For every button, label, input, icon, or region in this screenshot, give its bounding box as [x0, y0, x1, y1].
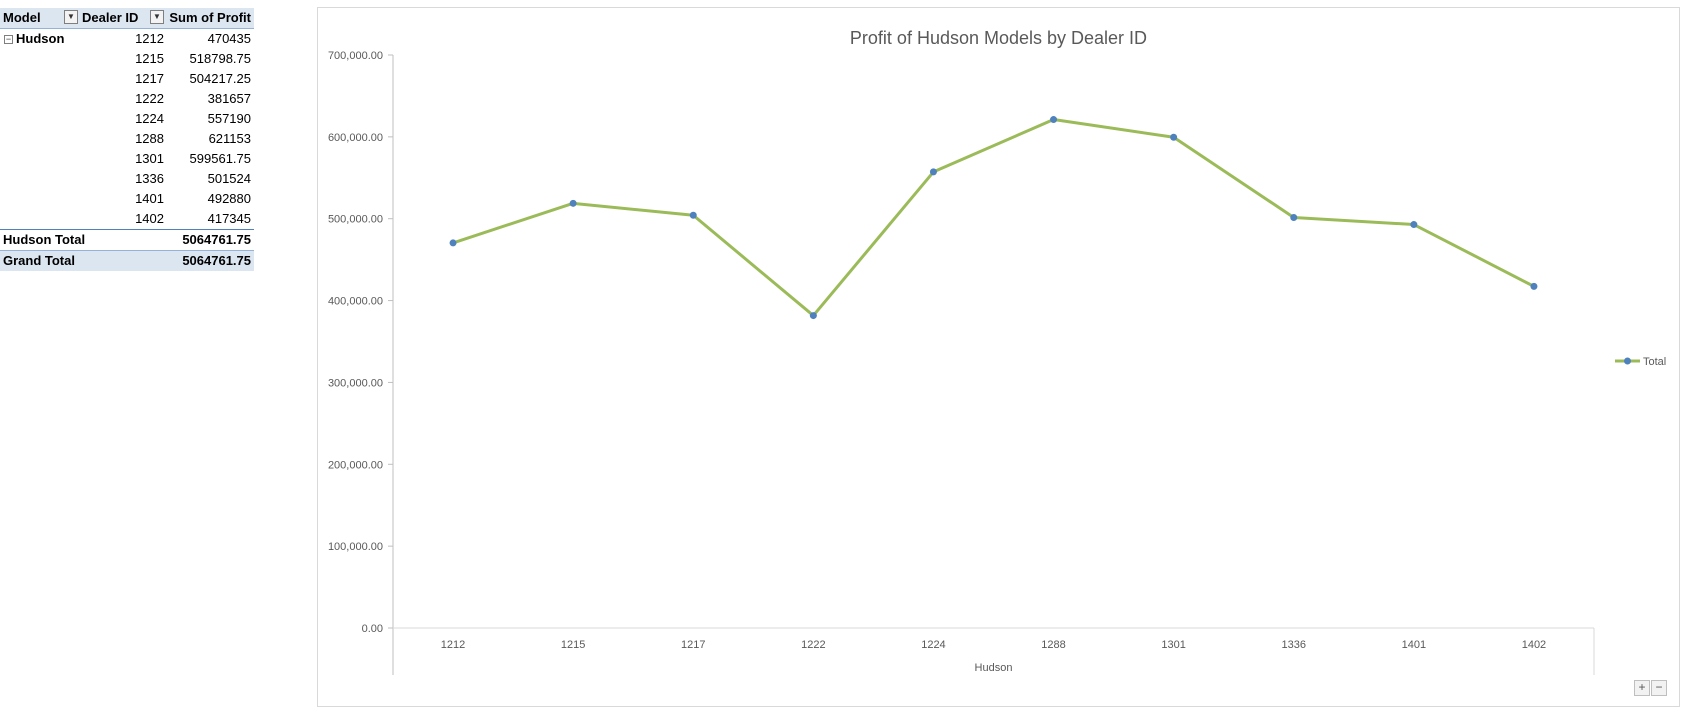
pivot-subtotal-row: Hudson Total 5064761.75: [0, 229, 254, 250]
x-tick-label: 1212: [441, 639, 465, 651]
pivot-table: Model ▼ Dealer ID ▼ Sum of Profit − Hudso…: [0, 8, 254, 271]
header-sum-of-profit: Sum of Profit: [169, 10, 251, 25]
pivot-data-row: 1301 599561.75: [0, 149, 254, 169]
y-tick-label: 300,000.00: [328, 377, 383, 389]
dealer-id-cell: 1224: [135, 111, 164, 126]
line-chart: 0.00 100,000.00 200,000.00 300,000.00 400,00…: [328, 50, 1666, 675]
subtotal-value: 5064761.75: [182, 232, 251, 247]
x-tick-label: 1336: [1282, 639, 1306, 651]
dealer-id-cell: 1288: [135, 131, 164, 146]
legend-label: Total: [1643, 356, 1666, 368]
profit-cell: 501524: [207, 171, 251, 186]
model-group-label: Hudson: [16, 31, 65, 46]
data-point: [929, 168, 937, 176]
data-point: [569, 199, 577, 207]
profit-cell: 599561.75: [189, 151, 251, 166]
pivot-data-row: − Hudson 1212 470435: [0, 29, 254, 49]
pivot-header-row: Model ▼ Dealer ID ▼ Sum of Profit: [0, 8, 254, 29]
x-tick-label: 1224: [921, 639, 945, 651]
dealer-id-cell: 1215: [135, 51, 164, 66]
dealer-id-cell: 1336: [135, 171, 164, 186]
profit-cell: 381657: [207, 91, 251, 106]
grand-total-value: 5064761.75: [182, 253, 251, 268]
series-line-total: [452, 118, 1535, 318]
y-tick-label: 700,000.00: [328, 50, 383, 62]
pivot-data-row: 1336 501524: [0, 169, 254, 189]
minus-box-icon[interactable]: −: [4, 34, 13, 44]
chart-title: Profit of Hudson Models by Dealer ID: [849, 28, 1148, 48]
zoom-in-button[interactable]: +: [1634, 680, 1650, 696]
y-tick-label: 500,000.00: [328, 214, 383, 226]
data-point: [1170, 133, 1178, 141]
pivot-data-row: 1401 492880: [0, 189, 254, 209]
profit-cell: 621153: [208, 131, 251, 146]
y-tick-label: 100,000.00: [328, 541, 383, 553]
data-point: [809, 312, 817, 320]
x-tick-label: 1222: [801, 639, 825, 651]
legend-marker-swatch: [1624, 357, 1631, 365]
data-point: [689, 211, 697, 219]
pivot-data-row: 1402 417345: [0, 209, 254, 229]
dealer-id-cell: 1402: [135, 211, 164, 226]
x-tick-label: 1215: [561, 639, 585, 651]
profit-cell: 417345: [207, 211, 251, 226]
grand-total-label: Grand Total: [3, 253, 75, 268]
x-tick-label: 1288: [1041, 639, 1065, 651]
y-tick-label: 400,000.00: [328, 296, 383, 308]
y-tick-label: 600,000.00: [328, 132, 383, 144]
dealer-id-cell: 1217: [135, 71, 164, 86]
x-tick-label: 1217: [681, 639, 705, 651]
pivot-body: − Hudson 1212 470435 1215 518798.75 1217 504217…: [0, 29, 254, 229]
pivot-data-row: 1222 381657: [0, 89, 254, 109]
chevron-down-icon[interactable]: ▼: [150, 10, 164, 24]
dealer-id-cell: 1401: [135, 191, 164, 206]
pivot-data-row: 1288 621153: [0, 129, 254, 149]
pivot-data-row: 1217 504217.25: [0, 69, 254, 89]
profit-cell: 504217.25: [189, 71, 251, 86]
data-point: [1530, 282, 1538, 290]
pivot-grand-total-row: Grand Total 5064761.75: [0, 250, 254, 271]
filter-dropdown-icon[interactable]: ▼: [64, 10, 78, 24]
profit-cell: 518798.75: [189, 51, 251, 66]
zoom-controls: + −: [1633, 678, 1667, 696]
subtotal-label: Hudson Total: [3, 232, 86, 247]
dealer-id-cell: 1222: [135, 91, 164, 106]
data-point: [1410, 221, 1418, 229]
profit-cell: 470435: [207, 31, 251, 46]
x-tick-label: 1401: [1402, 639, 1426, 651]
profit-cell: 492880: [207, 191, 251, 206]
data-point: [449, 239, 457, 247]
header-model: Model: [3, 10, 41, 25]
chart-area[interactable]: Profit of Hudson Models by Dealer ID 0.0…: [317, 7, 1680, 707]
pivot-data-row: 1215 518798.75: [0, 49, 254, 69]
dealer-id-cell: 1212: [135, 31, 164, 46]
profit-cell: 557190: [207, 111, 251, 126]
zoom-out-button[interactable]: −: [1651, 680, 1667, 696]
y-tick-label: 200,000.00: [328, 459, 383, 471]
dealer-id-cell: 1301: [135, 151, 164, 166]
x-tick-label: 1301: [1161, 639, 1185, 651]
data-point: [1050, 116, 1058, 124]
header-dealer-id: Dealer ID: [82, 10, 139, 25]
pivot-data-row: 1224 557190: [0, 109, 254, 129]
x-tick-label: 1402: [1522, 639, 1546, 651]
x-group-label: Hudson: [975, 662, 1013, 674]
data-point: [1290, 213, 1298, 221]
y-tick-label: 0.00: [362, 623, 383, 635]
